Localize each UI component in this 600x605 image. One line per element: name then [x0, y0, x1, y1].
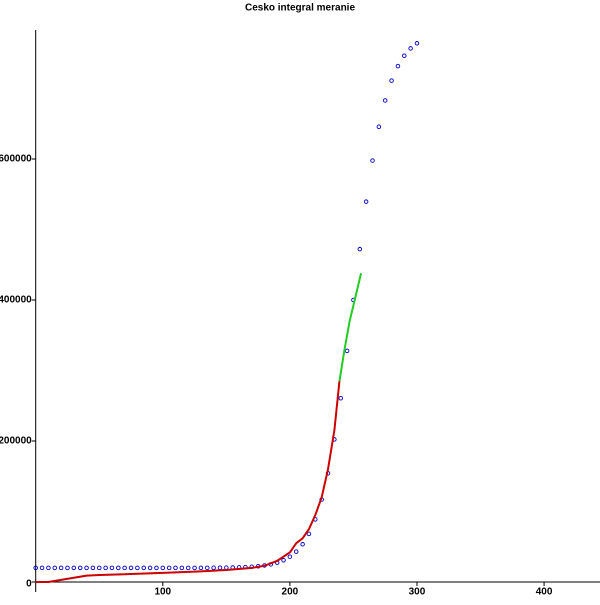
data-point	[173, 565, 178, 571]
data-point	[300, 542, 305, 547]
data-point	[185, 565, 191, 571]
data-point	[370, 158, 375, 163]
data-point	[192, 565, 197, 571]
data-point	[179, 565, 185, 571]
data-point	[141, 565, 146, 571]
data-point	[338, 395, 343, 401]
data-point	[382, 98, 388, 103]
data-point	[65, 565, 70, 571]
x-tick-label: 100	[154, 587, 171, 598]
x-tick-label: 200	[282, 587, 299, 598]
x-tick-label: 400	[536, 587, 553, 598]
data-point	[344, 348, 350, 354]
data-point	[33, 565, 38, 571]
data-point	[84, 565, 89, 571]
data-point	[154, 565, 159, 571]
data-point	[408, 46, 413, 51]
data-point	[52, 565, 58, 571]
y-tick-label: 200000	[0, 436, 32, 447]
data-point	[198, 565, 204, 571]
data-point	[128, 565, 134, 571]
data-point	[357, 246, 363, 252]
chart-title: Cesko integral meranie	[245, 3, 355, 14]
data-point	[135, 565, 140, 571]
data-point	[147, 565, 153, 571]
data-point	[109, 565, 115, 571]
data-point	[293, 549, 299, 554]
data-point	[58, 565, 64, 571]
y-tick-label: 600000	[0, 154, 32, 165]
data-point	[116, 565, 121, 571]
data-point	[211, 565, 216, 571]
data-line	[338, 272, 363, 382]
data-point	[90, 565, 96, 571]
data-point	[217, 565, 223, 570]
data-point	[389, 78, 394, 83]
data-point	[39, 565, 45, 571]
data-point	[363, 199, 369, 204]
data-point	[376, 124, 382, 130]
data-point	[402, 53, 407, 58]
data-point	[287, 554, 293, 559]
data-point	[122, 565, 127, 571]
data-point	[414, 41, 420, 46]
data-point	[205, 565, 210, 571]
data-point	[96, 565, 102, 571]
x-tick-label: 300	[409, 587, 426, 598]
data-line	[35, 380, 341, 583]
data-point	[46, 565, 51, 571]
data-point	[281, 557, 286, 563]
data-point	[160, 565, 166, 571]
data-point	[71, 565, 77, 571]
data-point	[103, 565, 108, 571]
y-tick-label: 0	[26, 579, 32, 590]
data-point	[77, 565, 83, 571]
data-point	[395, 63, 401, 69]
data-point	[166, 565, 172, 571]
data-point	[306, 531, 312, 537]
y-tick-label: 400000	[0, 295, 32, 306]
